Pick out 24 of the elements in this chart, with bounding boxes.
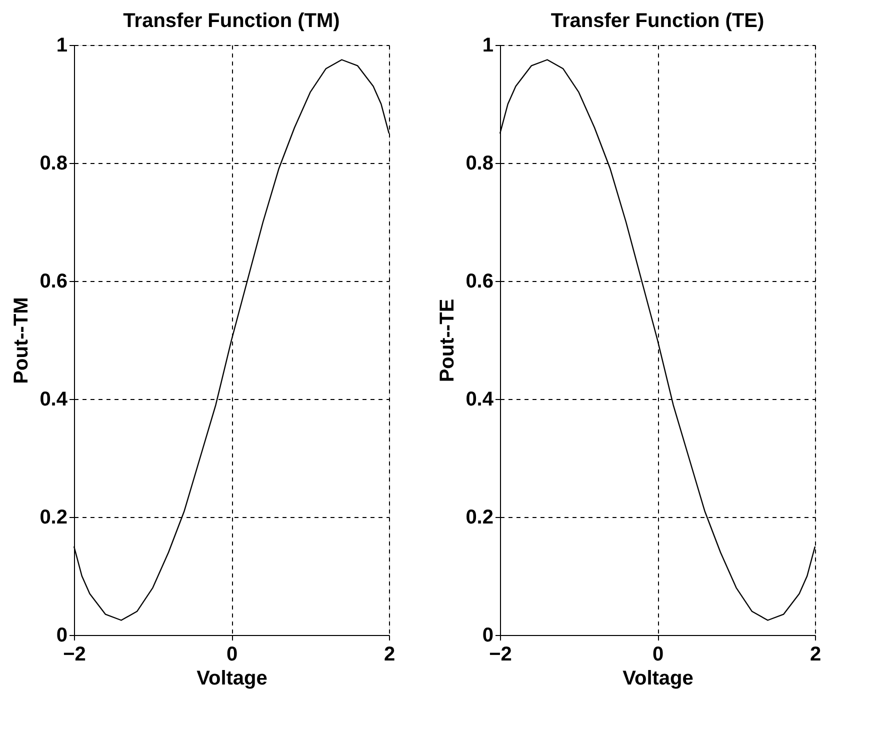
y-tick-label: 0 (56, 624, 68, 646)
y-tick-label: 0.4 (40, 388, 68, 410)
y-axis-title: Pout--TM (10, 297, 33, 384)
y-tick-label: 0.8 (40, 152, 68, 174)
x-tick-label: 0 (652, 644, 664, 666)
y-axis-title: Pout--TE (436, 298, 459, 382)
y-tick-label: 0.2 (466, 506, 494, 528)
y-tick-label: 1 (482, 34, 494, 56)
x-tick-label: 2 (384, 644, 396, 666)
chart-title: Transfer Function (TE) (550, 10, 764, 32)
y-tick-label: 0.4 (466, 388, 494, 410)
y-tick-label: 0.6 (40, 270, 68, 292)
y-tick-label: 0.8 (466, 152, 494, 174)
x-tick-label: −2 (63, 644, 86, 666)
y-tick-label: 0 (482, 624, 494, 646)
x-tick-label: 2 (810, 644, 822, 666)
x-tick-label: −2 (489, 644, 512, 666)
y-tick-label: 1 (56, 34, 68, 56)
x-tick-label: 0 (226, 644, 238, 666)
x-axis-title: Voltage (196, 668, 268, 690)
chart-title: Transfer Function (TM) (123, 10, 340, 32)
y-tick-label: 0.2 (40, 506, 68, 528)
y-tick-label: 0.6 (466, 270, 494, 292)
x-axis-title: Voltage (622, 668, 694, 690)
